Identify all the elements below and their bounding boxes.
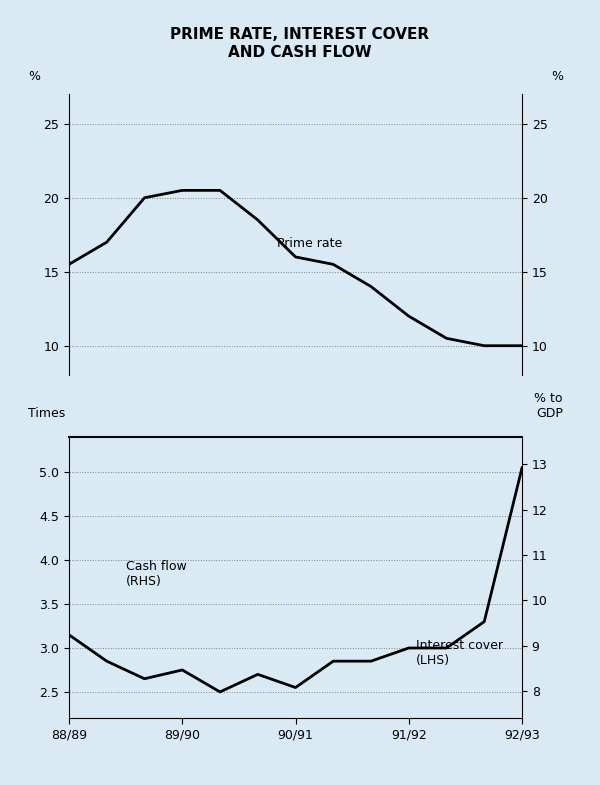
Text: PRIME RATE, INTEREST COVER
AND CASH FLOW: PRIME RATE, INTEREST COVER AND CASH FLOW <box>170 27 430 60</box>
Text: Prime rate: Prime rate <box>277 236 342 250</box>
Text: Interest cover
(LHS): Interest cover (LHS) <box>416 639 503 667</box>
Text: Cash flow
(RHS): Cash flow (RHS) <box>125 560 187 588</box>
Text: %: % <box>28 70 40 83</box>
Text: % to
GDP: % to GDP <box>534 392 563 420</box>
Text: %: % <box>551 70 563 83</box>
Text: Times: Times <box>28 407 65 420</box>
